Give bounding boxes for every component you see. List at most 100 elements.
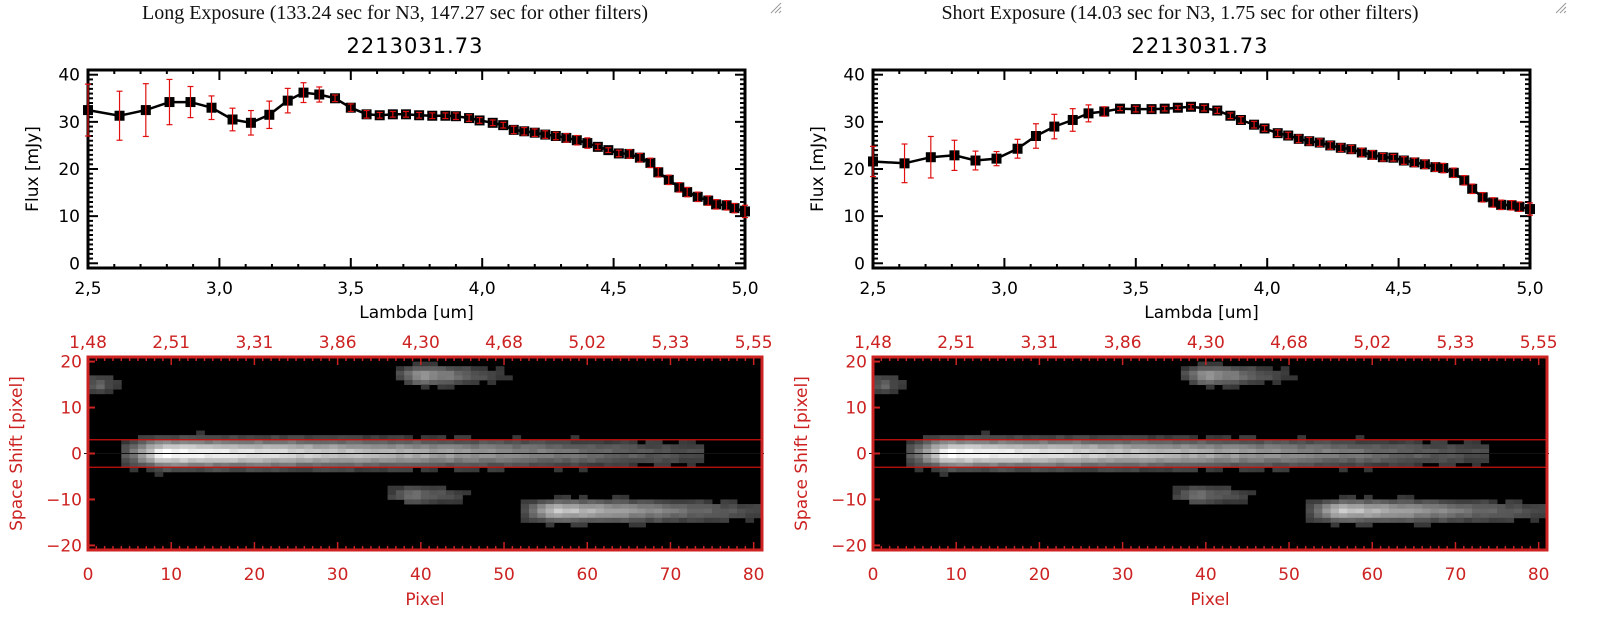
image-pixel [1189, 462, 1198, 468]
image-pixel [1205, 361, 1215, 367]
image-pixel [1164, 444, 1173, 450]
image-pixel [1472, 517, 1481, 523]
image-pixel [1205, 453, 1215, 459]
image-pixel [1239, 375, 1248, 381]
image-pixel [1239, 494, 1248, 500]
image-pixel [337, 435, 347, 441]
image-pixel [454, 494, 463, 500]
top-x-tick-label: 5,55 [1520, 333, 1558, 353]
image-pixel [495, 375, 505, 381]
image-pixel [1297, 462, 1307, 468]
image-pixel [553, 462, 563, 468]
image-pixel [737, 504, 746, 510]
image-pixel [370, 467, 380, 473]
image-pixel [404, 444, 413, 450]
image-pixel [1255, 458, 1265, 464]
error-bar [1069, 108, 1076, 132]
image-pixel [262, 467, 272, 473]
image-pixel [1130, 462, 1140, 468]
image-pixel [429, 485, 438, 491]
image-pixel [504, 444, 513, 450]
image-pixel [470, 458, 480, 464]
error-bar [347, 103, 354, 113]
image-pixel [1255, 453, 1265, 459]
image-pixel [1122, 453, 1132, 459]
image-pixel [487, 458, 497, 464]
image-pixel [529, 444, 538, 450]
image-pixel [1180, 485, 1190, 491]
image-pixel [562, 517, 572, 523]
image-pixel [1338, 504, 1348, 510]
image-pixel [462, 490, 472, 496]
image-pixel [1230, 384, 1240, 390]
image-pixel [1189, 370, 1198, 376]
image-pixel [1114, 444, 1124, 450]
image-pixel [1405, 444, 1415, 450]
image-pixel [1081, 435, 1090, 441]
image-pixel [595, 444, 605, 450]
image-pixel [1322, 448, 1332, 454]
image-pixel [1197, 490, 1207, 496]
image-pixel [1255, 379, 1265, 385]
image-pixel [454, 448, 463, 454]
resize-grip-icon[interactable] [768, 0, 782, 14]
image-pixel [229, 453, 239, 459]
image-pixel [972, 448, 982, 454]
image-pixel [881, 384, 891, 390]
image-pixel [1205, 435, 1215, 441]
image-pixel [454, 462, 463, 468]
x-tick-label: 80 [743, 565, 765, 585]
top-x-tick-label: 5,55 [735, 333, 773, 353]
image-pixel [395, 375, 405, 381]
image-pixel [1189, 444, 1198, 450]
image-pixel [495, 444, 505, 450]
image-pixel [1289, 458, 1298, 464]
image-pixel [1205, 370, 1215, 376]
image-pixel [737, 508, 746, 514]
image-pixel [470, 439, 480, 445]
image-pixel [354, 453, 363, 459]
image-pixel [1480, 448, 1490, 454]
image-pixel [1297, 458, 1307, 464]
image-pixel [1472, 439, 1481, 445]
image-pixel [1239, 467, 1248, 473]
image-pixel [687, 513, 696, 519]
image-pixel [221, 458, 230, 464]
image-pixel [1247, 490, 1257, 496]
image-pixel [1197, 444, 1207, 450]
image-pixel [1155, 435, 1165, 441]
image-pixel [279, 439, 289, 445]
image-pixel [1105, 444, 1115, 450]
image-pixel [1164, 467, 1173, 473]
image-pixel [1130, 458, 1140, 464]
error-bar [442, 112, 449, 120]
image-pixel [1222, 458, 1232, 464]
image-pixel [137, 435, 147, 441]
image-pixel [1239, 490, 1248, 496]
image-pixel [1305, 508, 1315, 514]
image-pixel [495, 439, 505, 445]
resize-grip-icon[interactable] [1553, 0, 1567, 14]
image-pixel [1089, 444, 1099, 450]
image-pixel [395, 490, 405, 496]
image-pixel [1280, 370, 1290, 376]
error-bar [684, 186, 691, 198]
image-pixel [873, 379, 882, 385]
image-pixel [1388, 499, 1398, 505]
image-pixel [1264, 462, 1273, 468]
image-pixel [612, 462, 621, 468]
image-pixel [1405, 499, 1415, 505]
image-pixel [1205, 494, 1215, 500]
image-pixel [1322, 462, 1332, 468]
image-pixel [262, 448, 272, 454]
image-pixel [562, 462, 572, 468]
image-pixel [1230, 448, 1240, 454]
image-pixel [212, 467, 222, 473]
image-pixel [429, 467, 438, 473]
image-pixel [1363, 513, 1373, 519]
image-pixel [329, 444, 339, 450]
image-pixel [1264, 453, 1273, 459]
y-tick-label: 10 [843, 207, 865, 227]
image-pixel [312, 462, 322, 468]
image-pixel [504, 462, 513, 468]
